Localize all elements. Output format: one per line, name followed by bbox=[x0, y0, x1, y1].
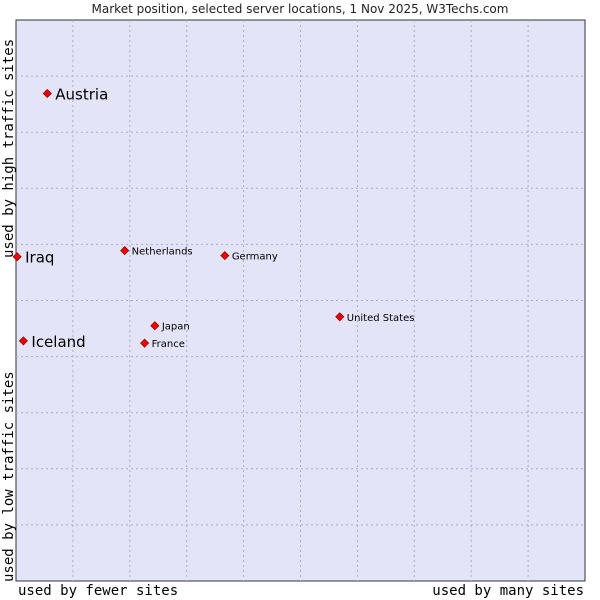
point-marker-germany bbox=[220, 251, 230, 261]
point-label-united-states: United States bbox=[347, 313, 415, 324]
point-marker-netherlands bbox=[120, 246, 130, 256]
point-label-japan: Japan bbox=[161, 322, 190, 333]
point-label-germany: Germany bbox=[232, 252, 278, 263]
point-label-netherlands: Netherlands bbox=[132, 247, 193, 258]
point-marker-japan bbox=[150, 321, 160, 331]
y-axis-label-top: used by high traffic sites bbox=[1, 38, 17, 258]
x-axis-label-right: used by many sites bbox=[432, 583, 584, 599]
x-axis-label-left: used by fewer sites bbox=[18, 583, 179, 599]
data-points: Austria Iraq Iceland Netherlands Germany Unit… bbox=[12, 85, 415, 351]
point-marker-iraq bbox=[12, 252, 22, 262]
point-label-iraq: Iraq bbox=[25, 249, 54, 267]
grid-lines bbox=[16, 20, 585, 581]
point-marker-united-states bbox=[335, 312, 345, 322]
point-label-france: France bbox=[152, 339, 185, 350]
point-marker-iceland bbox=[18, 336, 28, 346]
point-label-austria: Austria bbox=[55, 85, 108, 103]
point-marker-austria bbox=[42, 88, 52, 99]
chart-title: Market position, selected server locatio… bbox=[91, 2, 509, 16]
y-axis-label-bottom: used by low traffic sites bbox=[1, 371, 17, 582]
point-label-iceland: Iceland bbox=[31, 333, 85, 351]
point-marker-france bbox=[140, 338, 150, 348]
